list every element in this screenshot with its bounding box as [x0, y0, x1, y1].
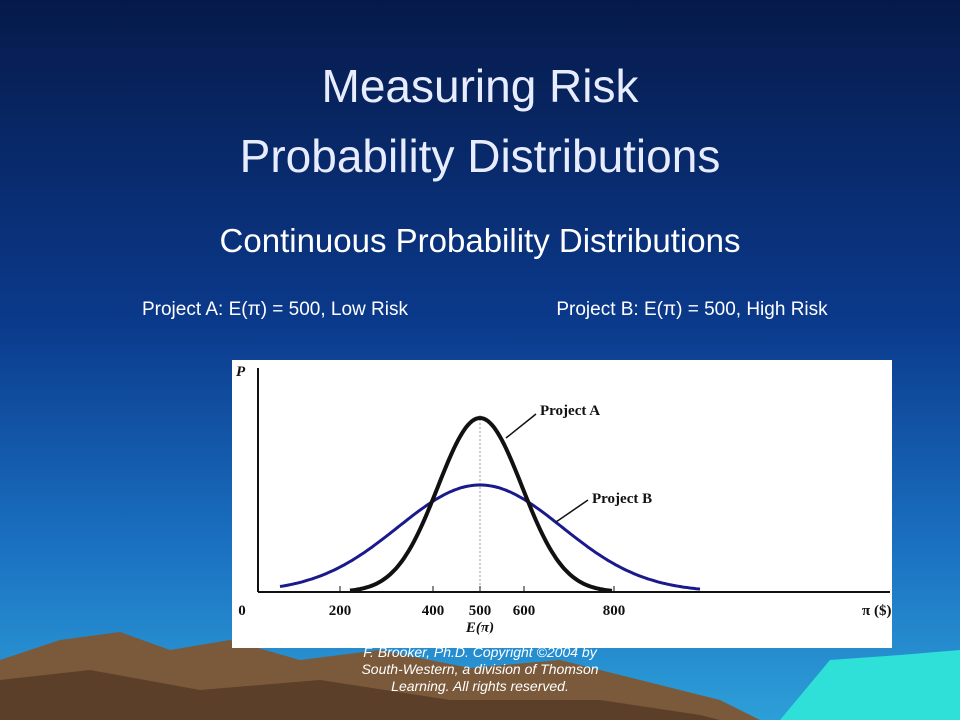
subtitle: Continuous Probability Distributions — [220, 222, 741, 259]
leader — [505, 413, 537, 439]
water — [780, 650, 960, 720]
footer-line: South-Western, a division of Thomson — [361, 661, 598, 677]
mean-label: E(π) — [465, 620, 494, 636]
tick-label: 0 — [238, 603, 246, 619]
figure-background — [232, 360, 892, 648]
footer-line: Learning. All rights reserved. — [391, 678, 569, 694]
y-label: P — [236, 364, 246, 380]
curve-b — [279, 483, 701, 591]
tick-label: 600 — [513, 603, 536, 619]
curve-label: Project A — [540, 403, 600, 419]
tick-label: 200 — [329, 603, 352, 619]
title-line: Measuring Risk — [322, 60, 640, 112]
project-label: Project A: E(π) = 500, Low Risk — [142, 299, 409, 320]
tick-label: 500 — [469, 603, 492, 619]
project-label: Project B: E(π) = 500, High Risk — [556, 299, 828, 320]
leader — [555, 499, 589, 523]
tick-label: 400 — [422, 603, 445, 619]
title-line: Probability Distributions — [240, 130, 721, 182]
figure: Project A Project B P 0 200 400 500 600 … — [232, 360, 892, 648]
mountains-shadow — [0, 670, 720, 720]
tick-label: 800 — [603, 603, 626, 619]
curve-label: Project B — [592, 491, 652, 507]
x-label: π ($) — [862, 603, 891, 619]
footer-line: PowerPoint Slides Prepared by Robert — [360, 627, 601, 643]
curve-a — [349, 415, 613, 593]
footer-line: F. Brooker, Ph.D. Copyright ©2004 by — [363, 644, 597, 660]
